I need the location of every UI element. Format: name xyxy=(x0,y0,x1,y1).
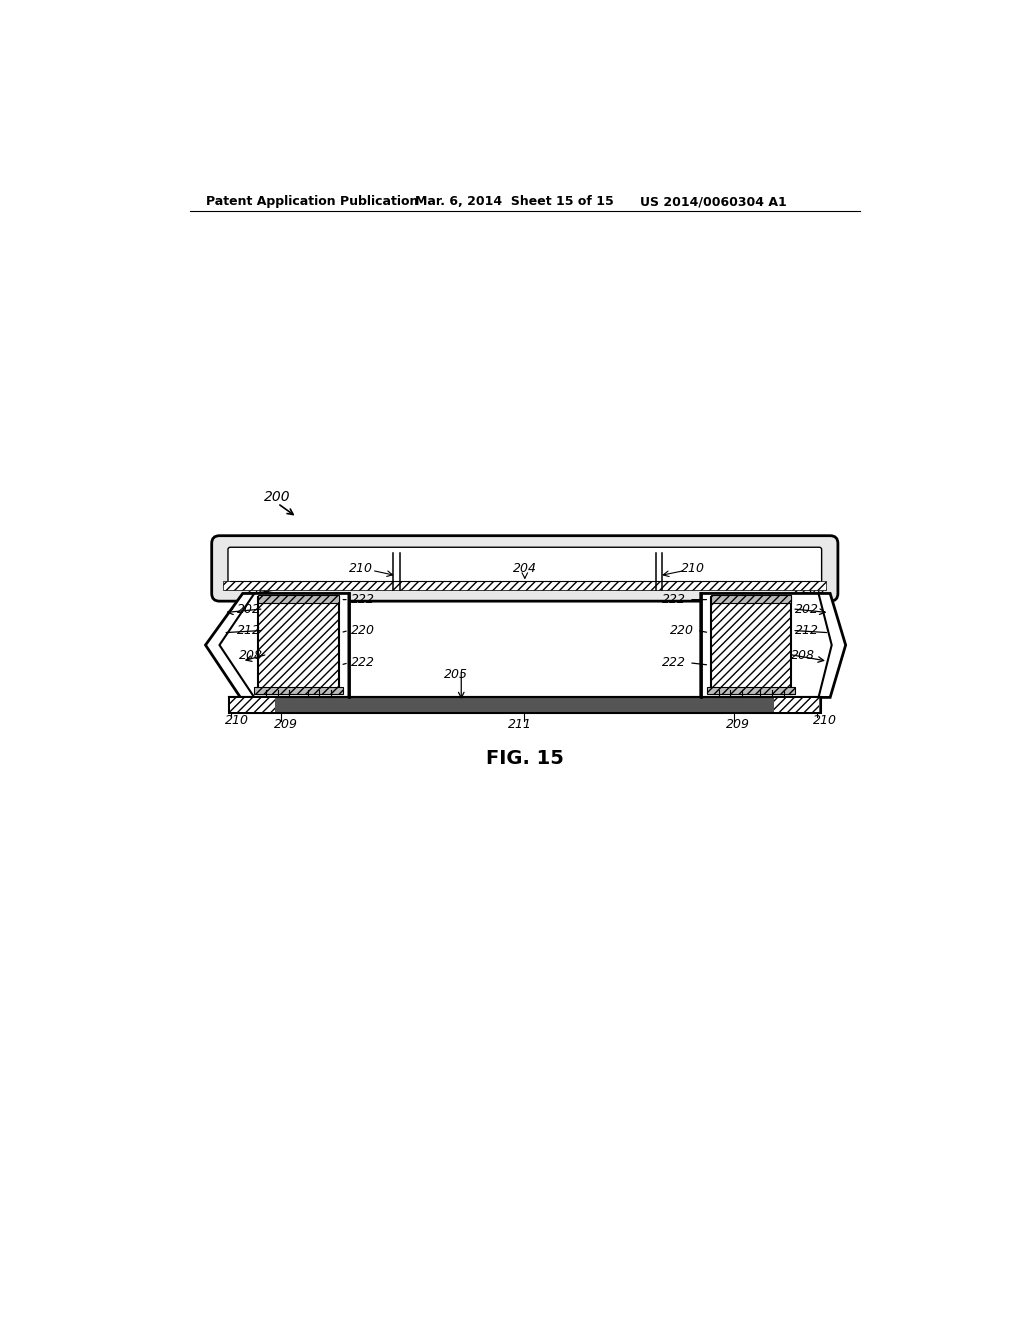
Text: 210: 210 xyxy=(681,561,706,574)
Bar xyxy=(707,686,796,694)
Text: 212: 212 xyxy=(237,624,260,638)
Polygon shape xyxy=(700,594,846,697)
Text: 208: 208 xyxy=(239,648,263,661)
Text: Mar. 6, 2014  Sheet 15 of 15: Mar. 6, 2014 Sheet 15 of 15 xyxy=(415,195,613,209)
Bar xyxy=(258,595,339,603)
Text: 222: 222 xyxy=(351,656,375,669)
Text: 210: 210 xyxy=(349,561,373,574)
Bar xyxy=(228,697,821,713)
Text: 222: 222 xyxy=(662,656,686,669)
Text: 210: 210 xyxy=(813,714,837,727)
Bar xyxy=(258,597,339,694)
Text: FIG. 15: FIG. 15 xyxy=(485,750,564,768)
Text: 211: 211 xyxy=(508,718,531,731)
Text: 209: 209 xyxy=(726,718,751,731)
Text: 206: 206 xyxy=(802,583,826,597)
Text: 210: 210 xyxy=(225,714,249,727)
Text: 220: 220 xyxy=(670,624,693,638)
Text: 222: 222 xyxy=(662,593,686,606)
Text: 204: 204 xyxy=(513,561,537,574)
FancyBboxPatch shape xyxy=(212,536,838,601)
Bar xyxy=(254,686,343,694)
Bar xyxy=(223,581,826,590)
Text: 206: 206 xyxy=(248,583,272,597)
Text: 200: 200 xyxy=(263,490,290,504)
Bar xyxy=(774,698,819,711)
FancyBboxPatch shape xyxy=(228,548,821,590)
Text: US 2014/0060304 A1: US 2014/0060304 A1 xyxy=(640,195,786,209)
Polygon shape xyxy=(206,594,349,697)
Text: 209: 209 xyxy=(273,718,298,731)
Text: 220: 220 xyxy=(351,624,375,638)
Text: 208: 208 xyxy=(791,648,815,661)
Text: Patent Application Publication: Patent Application Publication xyxy=(206,195,418,209)
Text: 222: 222 xyxy=(351,593,375,606)
Text: 202: 202 xyxy=(237,603,260,616)
Bar xyxy=(711,595,792,603)
Text: 205: 205 xyxy=(444,668,468,681)
Bar xyxy=(230,698,275,711)
Text: 212: 212 xyxy=(795,624,818,638)
Bar xyxy=(711,597,792,694)
Text: 202: 202 xyxy=(795,603,818,616)
